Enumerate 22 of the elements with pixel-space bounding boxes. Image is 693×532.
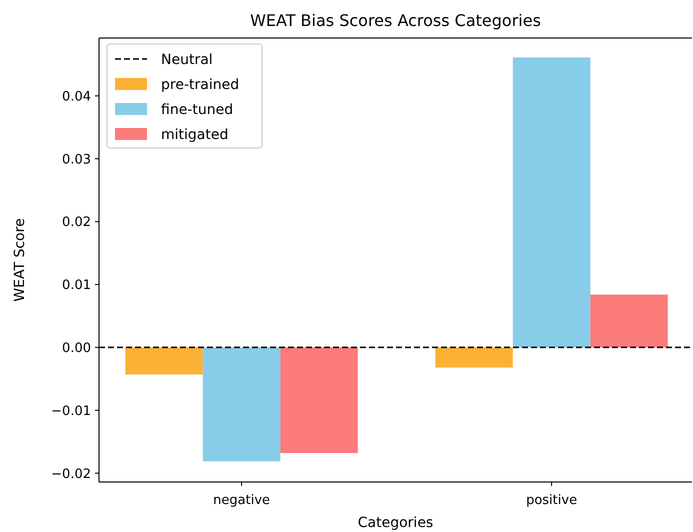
x-tick-label: negative [213, 493, 270, 508]
y-tick-label: 0.02 [62, 215, 91, 230]
y-axis-title: WEAT Score [12, 218, 28, 302]
bar [202, 347, 280, 462]
x-axis-title: Categories [358, 515, 434, 531]
bar [512, 57, 590, 348]
bar [435, 347, 513, 368]
legend-label: fine-tuned [161, 102, 234, 118]
bar [590, 294, 668, 348]
y-tick-label: −0.01 [51, 404, 91, 419]
x-tick-label: positive [526, 493, 578, 508]
chart-title: WEAT Bias Scores Across Categories [250, 11, 541, 30]
y-tick-label: 0.04 [62, 89, 91, 104]
legend-label: Neutral [161, 52, 213, 68]
legend-label: mitigated [161, 126, 228, 143]
bar [280, 347, 358, 454]
y-tick-label: 0.00 [62, 340, 91, 356]
y-tick-label: −0.02 [51, 466, 91, 482]
y-tick-label: 0.03 [62, 152, 91, 168]
y-tick-label: 0.01 [62, 278, 91, 294]
legend-label: pre-trained [161, 76, 240, 93]
bar [125, 347, 203, 374]
